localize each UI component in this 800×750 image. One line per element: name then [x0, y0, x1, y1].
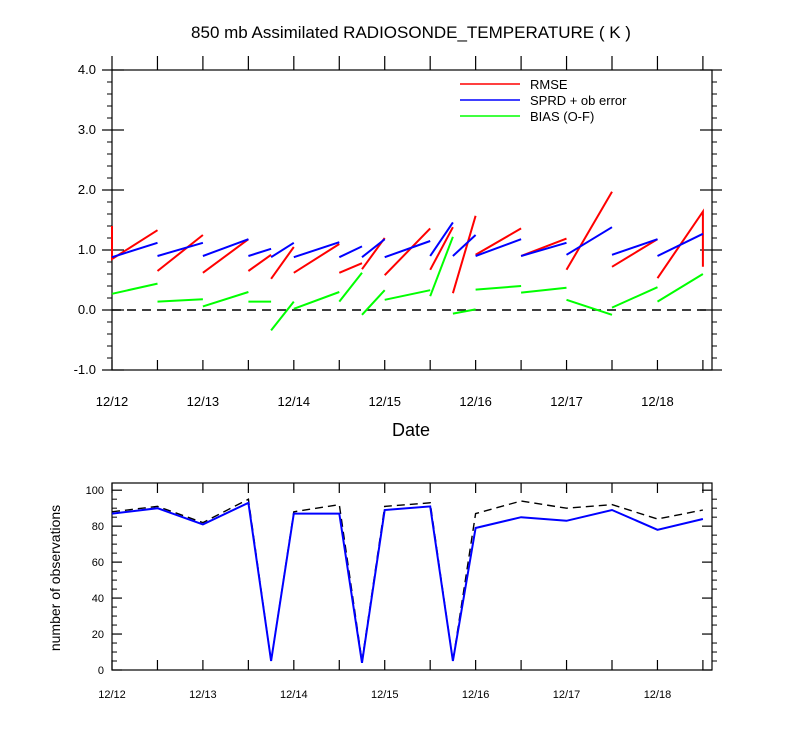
bias-o-f-line-segment [452, 308, 476, 315]
rmse-line-segment [656, 208, 704, 279]
bias-o-f-line-segment [361, 289, 386, 316]
y-tick-label: 40 [92, 593, 104, 605]
top-x-axis: 12/12 12/13 12/14 12/15 12/16 12/17 12/18 [96, 56, 704, 409]
sprd-ob-error-line-segment [293, 241, 340, 259]
bottom-y-axis-title: number of observations [47, 505, 63, 651]
bias-o-f-line-segment [384, 289, 431, 301]
rmse-line-segment [270, 246, 295, 280]
bias-o-f-line-segment [111, 282, 158, 295]
bias-o-f-line-segment [520, 286, 567, 294]
sprd-ob-error-line-segment [475, 238, 522, 257]
sprd-ob-error-line-segment [611, 238, 658, 256]
bias-o-f-line-segment [293, 291, 340, 310]
rmse-line-segment [202, 238, 249, 274]
rmse-line-segment [451, 215, 477, 294]
y-tick-label: -1.0 [74, 362, 96, 377]
bias-o-f-line-segment [611, 286, 658, 309]
x-tick-label: 12/15 [368, 394, 401, 409]
sprd-ob-error-line-segment [565, 226, 613, 256]
bottom-x-axis: 12/12 12/13 12/14 12/15 12/16 12/17 12/18 [98, 483, 704, 701]
bias-o-f-line-segment [157, 298, 203, 303]
y-tick-label: 100 [86, 485, 104, 497]
x-tick-label: 12/16 [459, 394, 492, 409]
top-plot-frame [111, 69, 713, 371]
x-tick-label: 12/17 [550, 394, 583, 409]
sprd-ob-error-line-segment [384, 240, 431, 259]
legend-label: SPRD + ob error [530, 93, 627, 108]
y-tick-label: 1.0 [78, 242, 96, 257]
x-tick-label: 12/16 [462, 689, 490, 701]
x-tick-label: 12/13 [189, 689, 217, 701]
legend-label: BIAS (O-F) [530, 109, 594, 124]
x-tick-label: 12/18 [644, 689, 672, 701]
x-tick-label: 12/15 [371, 689, 399, 701]
sprd-ob-error-line-segment [157, 241, 204, 257]
rmse-line-segment [247, 253, 272, 272]
rmse-line-segment [611, 238, 659, 268]
rmse-line-segment [293, 243, 340, 274]
bottom-plot-area [111, 482, 713, 671]
sprd-ob-error-line-segment [338, 245, 363, 259]
top-x-axis-title: Date [392, 420, 430, 440]
bottom-y-axis: 0 20 40 60 80 100 [86, 485, 717, 677]
bias-o-f-line-segment [270, 300, 295, 332]
y-tick-label: 2.0 [78, 182, 96, 197]
y-tick-label: 80 [92, 521, 104, 533]
y-tick-label: 0 [98, 665, 104, 677]
observations-assimilated-line [111, 501, 704, 663]
x-tick-label: 12/18 [641, 394, 674, 409]
x-tick-label: 12/14 [280, 689, 308, 701]
sprd-ob-error-line-segment [657, 232, 704, 257]
x-tick-label: 12/13 [187, 394, 220, 409]
sprd-ob-error-line-segment [111, 241, 158, 259]
y-tick-label: 20 [92, 629, 104, 641]
x-tick-label: 12/14 [278, 394, 311, 409]
observations-total-dashed-line [111, 498, 704, 662]
sprd-ob-error-line-segment [429, 221, 454, 257]
sprd-ob-error-line-segment [202, 238, 249, 257]
sprd-ob-error-line-segment [248, 247, 272, 257]
y-tick-label: 60 [92, 557, 104, 569]
rmse-line-segment [383, 227, 431, 276]
y-tick-label: 4.0 [78, 62, 96, 77]
chart-title: 850 mb Assimilated RADIOSONDE_TEMPERATUR… [191, 23, 631, 42]
rmse-line-segment [475, 227, 522, 256]
sprd-ob-error-line-segment [270, 241, 295, 259]
top-y-axis: -1.0 0.0 1.0 2.0 3.0 4.0 [74, 62, 722, 377]
bias-o-f-line-segment [656, 273, 704, 303]
rmse-line-segment [429, 226, 454, 271]
top-plot-area [111, 69, 713, 371]
rmse-line-segment [156, 234, 204, 272]
y-tick-label: 0.0 [78, 302, 96, 317]
bias-o-f-line-segment [338, 272, 363, 303]
bottom-plot-frame [111, 482, 713, 671]
sprd-ob-error-line-segment [361, 238, 386, 258]
y-tick-label: 3.0 [78, 122, 96, 137]
legend-label: RMSE [530, 77, 568, 92]
bias-o-f-line-segment [202, 291, 249, 308]
rmse-line-segment [565, 191, 613, 271]
sprd-ob-error-line-segment [452, 234, 477, 257]
bias-o-f-line-segment [566, 298, 613, 316]
x-tick-label: 12/12 [98, 689, 126, 701]
bias-o-f-line-segment [475, 285, 522, 291]
rmse-line-segment [338, 262, 363, 274]
sprd-ob-error-line-segment [520, 241, 567, 257]
rmse-line-segment [111, 226, 159, 261]
x-tick-label: 12/12 [96, 394, 129, 409]
x-tick-label: 12/17 [553, 689, 581, 701]
bias-o-f-line-segment [429, 236, 454, 297]
